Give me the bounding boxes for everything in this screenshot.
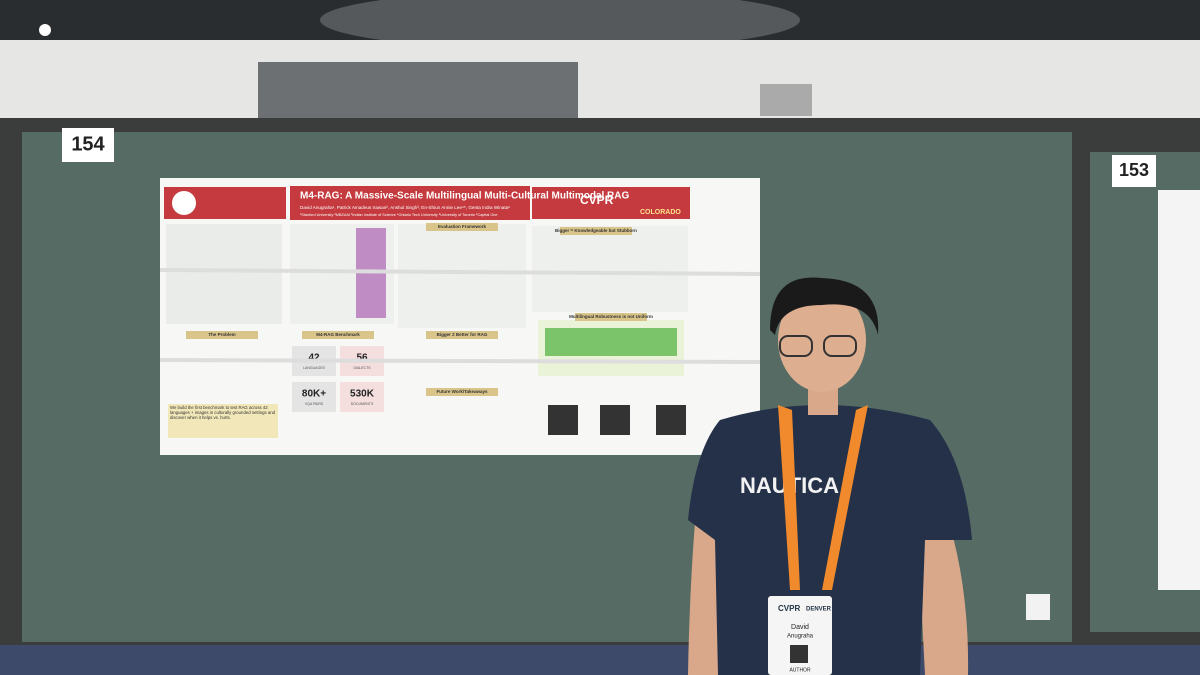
section-heading: Evaluation Framework	[438, 224, 487, 229]
shirt	[688, 405, 972, 675]
callout-text: We build the first benchmark to test RAG…	[170, 405, 275, 420]
face	[778, 288, 866, 392]
logo	[172, 191, 196, 215]
window	[258, 62, 578, 118]
lanyard	[778, 405, 800, 590]
hair	[770, 277, 879, 335]
section-heading: Future Work/Takeaways	[436, 389, 488, 394]
section-heading: Bigger ≠ Better for RAG	[437, 332, 488, 337]
neighbor-poster	[1158, 190, 1200, 590]
booth-sign	[1112, 155, 1156, 187]
booth-number: 153	[1119, 160, 1149, 180]
panel	[166, 224, 282, 324]
section-heading-box	[426, 223, 498, 231]
venue: CVPR	[580, 193, 614, 207]
stat-box	[340, 382, 384, 412]
badge-qr	[790, 645, 808, 663]
badge-city: DENVER	[806, 607, 832, 613]
booth-number: 154	[71, 133, 105, 155]
poster-title: M4-RAG: A Massive-Scale Multilingual Mul…	[300, 191, 629, 202]
glasses	[823, 335, 857, 357]
stat-value: 42	[308, 353, 320, 364]
ceiling-dome	[320, 0, 800, 50]
venue-location: COLORADO	[640, 209, 681, 216]
carpet	[0, 645, 1200, 675]
stat-value: 56	[356, 353, 368, 364]
vent	[760, 84, 812, 116]
callout: We build the first benchmark to test RAG…	[170, 405, 275, 420]
section-heading-box	[186, 331, 258, 339]
section-heading: The Problem	[208, 332, 235, 337]
section-heading-box	[302, 331, 374, 339]
section-heading: M4-RAG Benchmark	[316, 332, 360, 337]
section-heading-box	[575, 313, 647, 321]
badge-role: AUTHOR	[789, 667, 811, 673]
tape	[159, 358, 761, 364]
callout-box	[168, 404, 278, 438]
stat-label: DOCUMENTS	[351, 402, 374, 406]
glasses	[779, 335, 813, 357]
panel	[398, 224, 526, 328]
poster-header	[290, 186, 530, 220]
badge-first-name: David	[791, 624, 809, 631]
panel	[532, 226, 688, 312]
stat-value: 80K+	[302, 389, 326, 400]
stat-label: LANGUAGES	[303, 366, 325, 370]
qr-code	[548, 405, 578, 435]
stat-value: 530K	[350, 389, 375, 400]
badge	[768, 596, 832, 675]
section-heading-box	[426, 388, 498, 396]
poster-affiliations: ¹Stanford University ²MBZUAI ³Indian Ins…	[300, 213, 498, 217]
lanyard	[822, 405, 868, 590]
badge-last-name: Anugraha	[787, 634, 814, 640]
stat-label: VQA PAIRS	[305, 402, 324, 406]
light	[39, 24, 51, 36]
poster-header-right	[532, 187, 690, 219]
cup	[1026, 594, 1050, 620]
booth-sign	[62, 128, 114, 162]
poster-authors: David Anugraha¹, Patrick Amadeus Irawan²…	[300, 205, 510, 210]
section-heading: Bigger = Knowledgeable but Stubborn	[555, 228, 637, 233]
stat-label: DIALECTS	[353, 366, 371, 370]
qr-code	[600, 405, 630, 435]
section-heading-box	[560, 227, 632, 235]
badge-event: CVPR	[778, 604, 800, 613]
stat-box	[292, 382, 336, 412]
tape	[159, 268, 761, 276]
heatmap	[545, 328, 677, 356]
section-heading: Multilingual Robustness is not Uniform	[569, 314, 653, 319]
section-heading-box	[426, 331, 498, 339]
qr-code	[656, 405, 686, 435]
